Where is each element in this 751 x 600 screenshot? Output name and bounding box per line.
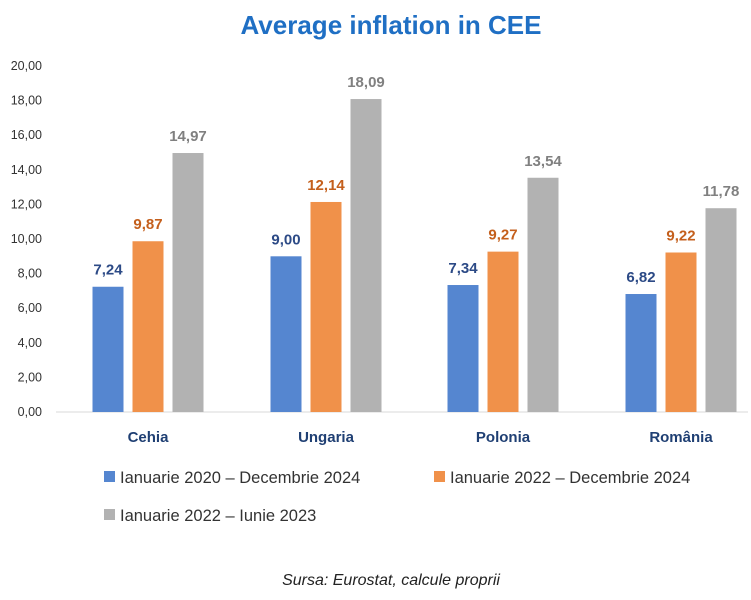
bar-polonia-series-1 (447, 285, 479, 412)
y-axis-ticks: 0,00 2,00 4,00 6,00 8,00 10,00 12,00 14,00 16,00… (11, 59, 42, 419)
data-label: 11,78 (703, 183, 740, 200)
bar-ungaria-series-2 (310, 201, 342, 412)
data-label: 9,27 (488, 227, 517, 244)
x-tick-label: Polonia (476, 429, 531, 446)
data-label: 18,09 (347, 74, 385, 91)
bar-românia-series-3 (705, 208, 737, 412)
data-label: 9,00 (271, 231, 300, 248)
data-label: 14,97 (169, 128, 207, 145)
legend-swatch (104, 509, 115, 520)
y-tick-label: 14,00 (11, 163, 42, 177)
legend-label: Ianuarie 2020 – Decembrie 2024 (120, 469, 360, 487)
y-tick-label: 18,00 (11, 94, 42, 108)
bars-group (92, 99, 737, 413)
y-tick-label: 6,00 (18, 301, 42, 315)
bar-ungaria-series-1 (270, 256, 302, 412)
y-tick-label: 20,00 (11, 59, 42, 73)
data-label: 13,54 (524, 153, 562, 170)
data-label: 7,34 (448, 260, 478, 277)
y-tick-label: 0,00 (18, 405, 42, 419)
data-label: 9,22 (666, 227, 695, 244)
legend: Ianuarie 2020 – Decembrie 2024 Ianuarie 2… (104, 469, 690, 525)
bar-cehia-series-3 (172, 153, 204, 413)
y-tick-label: 10,00 (11, 232, 42, 246)
bar-românia-series-2 (665, 252, 697, 412)
x-tick-label: România (649, 429, 713, 446)
chart-title: Average inflation in CEE (241, 10, 542, 40)
x-tick-label: Cehia (128, 429, 170, 446)
legend-swatch (104, 471, 115, 482)
x-tick-label: Ungaria (298, 429, 355, 446)
y-tick-label: 8,00 (18, 267, 42, 281)
y-tick-label: 2,00 (18, 370, 42, 384)
legend-swatch (434, 471, 445, 482)
data-labels-group: 7,24 9,87 14,97 9,00 12,14 18,09 7,34 9,27 13,54… (93, 74, 739, 286)
data-label: 6,82 (626, 269, 655, 286)
y-tick-label: 16,00 (11, 128, 42, 142)
legend-label: Ianuarie 2022 – Decembrie 2024 (450, 469, 690, 487)
source-note: Sursa: Eurostat, calcule proprii (282, 572, 500, 589)
bar-cehia-series-2 (132, 241, 164, 412)
data-label: 12,14 (307, 177, 345, 194)
data-label: 7,24 (93, 262, 123, 279)
y-tick-label: 4,00 (18, 336, 42, 350)
legend-label: Ianuarie 2022 – Iunie 2023 (120, 507, 316, 525)
bar-cehia-series-1 (92, 286, 124, 412)
bar-românia-series-1 (625, 294, 657, 412)
y-tick-label: 12,00 (11, 197, 42, 211)
x-axis-ticks: Cehia Ungaria Polonia România (128, 429, 714, 446)
bar-polonia-series-3 (527, 177, 559, 412)
bar-polonia-series-2 (487, 251, 519, 412)
data-label: 9,87 (133, 216, 162, 233)
bar-ungaria-series-3 (350, 99, 382, 412)
